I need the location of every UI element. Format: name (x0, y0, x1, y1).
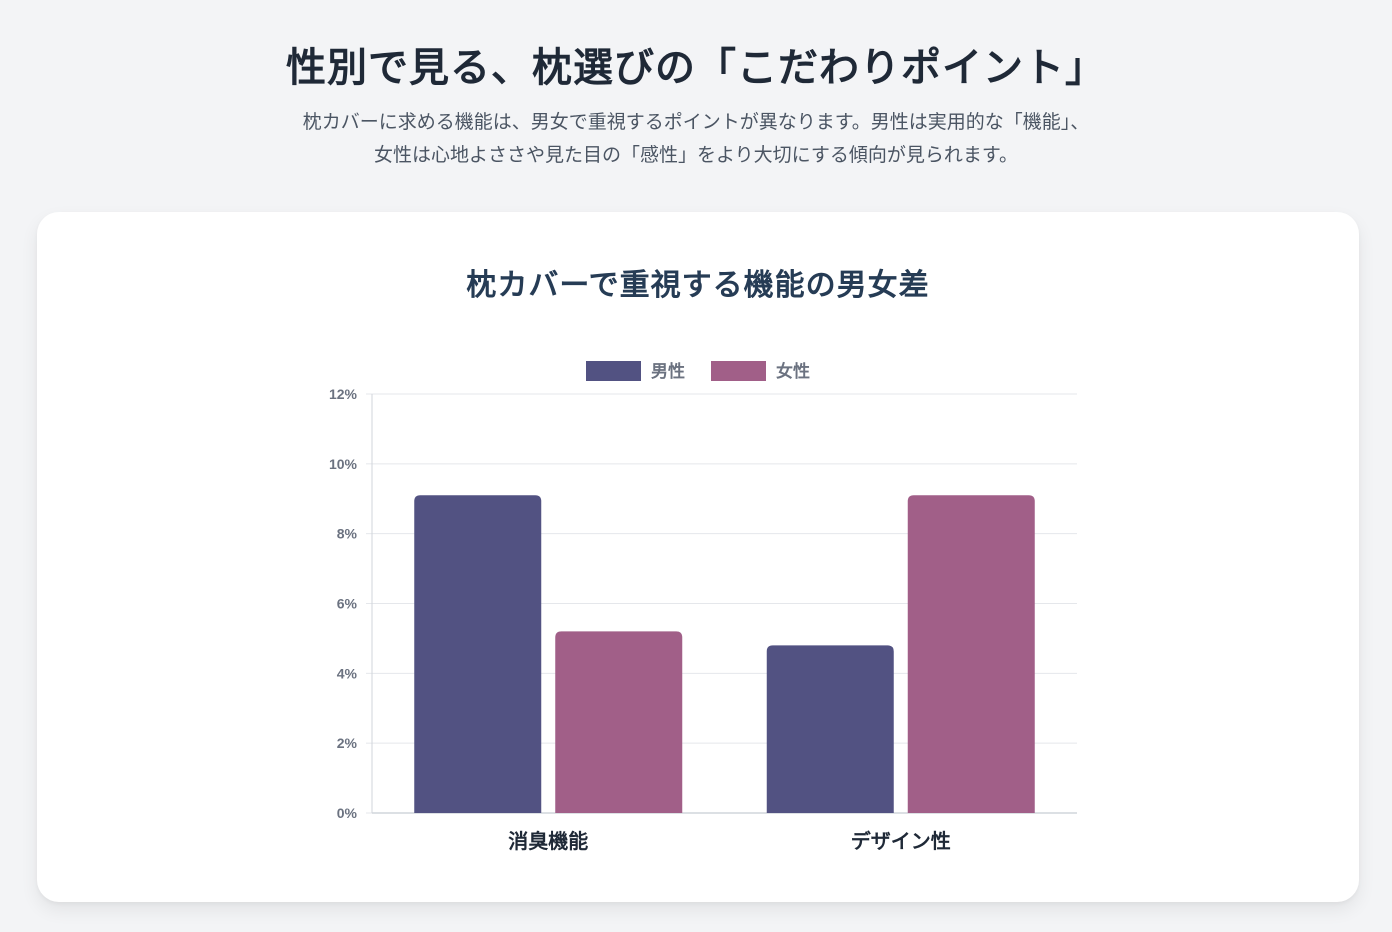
legend-swatch-male (586, 361, 641, 381)
legend-label-female: 女性 (776, 361, 810, 382)
y-tick-label: 10% (329, 456, 358, 472)
bar-female (907, 495, 1035, 813)
x-category-label: デザイン性 (851, 829, 951, 853)
y-tick-label: 4% (337, 665, 358, 681)
legend-label-male: 男性 (651, 361, 685, 382)
page-title: 性別で見る、枕選びの「こだわりポイント」 (286, 45, 1106, 91)
y-tick-label: 12% (329, 386, 358, 402)
subtitle-line-1: 枕カバーに求める機能は、男女で重視するポイントが異なります。男性は実用的な「機能… (302, 111, 1090, 133)
y-tick-label: 8% (337, 526, 358, 542)
subtitle-line-2: 女性は心地よささや見た目の「感性」をより大切にする傾向が見られます。 (374, 144, 1018, 166)
bar-male (414, 495, 542, 813)
bar-female (555, 631, 683, 813)
chart-card: 枕カバーで重視する機能の男女差 0% 2% 4% 6% 8% 10% 12% 消臭機能 デザイン… (37, 212, 1359, 902)
page-header: 性別で見る、枕選びの「こだわりポイント」 枕カバーに求める機能は、男女で重視する… (0, 0, 1392, 172)
chart-title: 枕カバーで重視する機能の男女差 (466, 268, 930, 303)
bar-male (766, 645, 894, 813)
y-tick-label: 0% (337, 805, 358, 821)
y-tick-label: 6% (337, 596, 358, 612)
x-category-label: 消臭機能 (508, 829, 588, 853)
page-subtitle: 枕カバーに求める機能は、男女で重視するポイントが異なります。男性は実用的な「機能… (0, 106, 1392, 172)
y-tick-label: 2% (337, 735, 358, 751)
legend-swatch-female (711, 361, 766, 381)
bar-chart: 0% 2% 4% 6% 8% 10% 12% 消臭機能 デザイン性 男性 女性 (329, 361, 1077, 853)
